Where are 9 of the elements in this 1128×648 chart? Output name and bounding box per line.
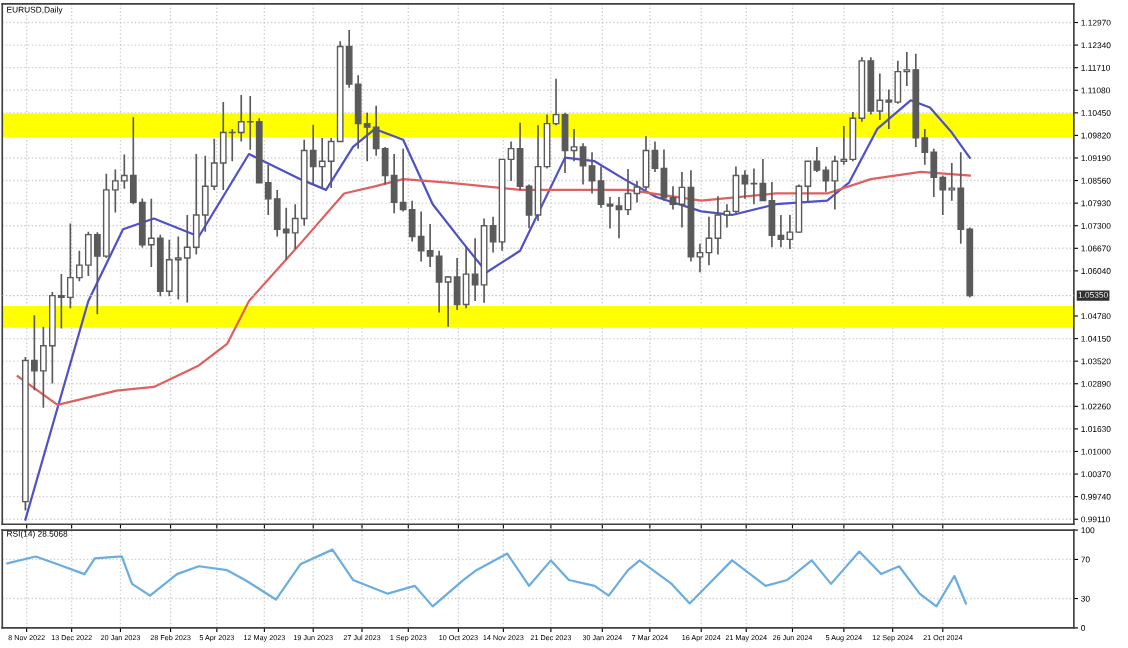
line-series [24,99,971,521]
candlestick [462,246,470,309]
candlestick [714,195,722,256]
line-series [6,548,968,608]
line-series [16,170,971,407]
candlestick [579,142,587,186]
candlestick [597,165,605,209]
candlestick [615,196,623,240]
candlestick [453,257,461,311]
